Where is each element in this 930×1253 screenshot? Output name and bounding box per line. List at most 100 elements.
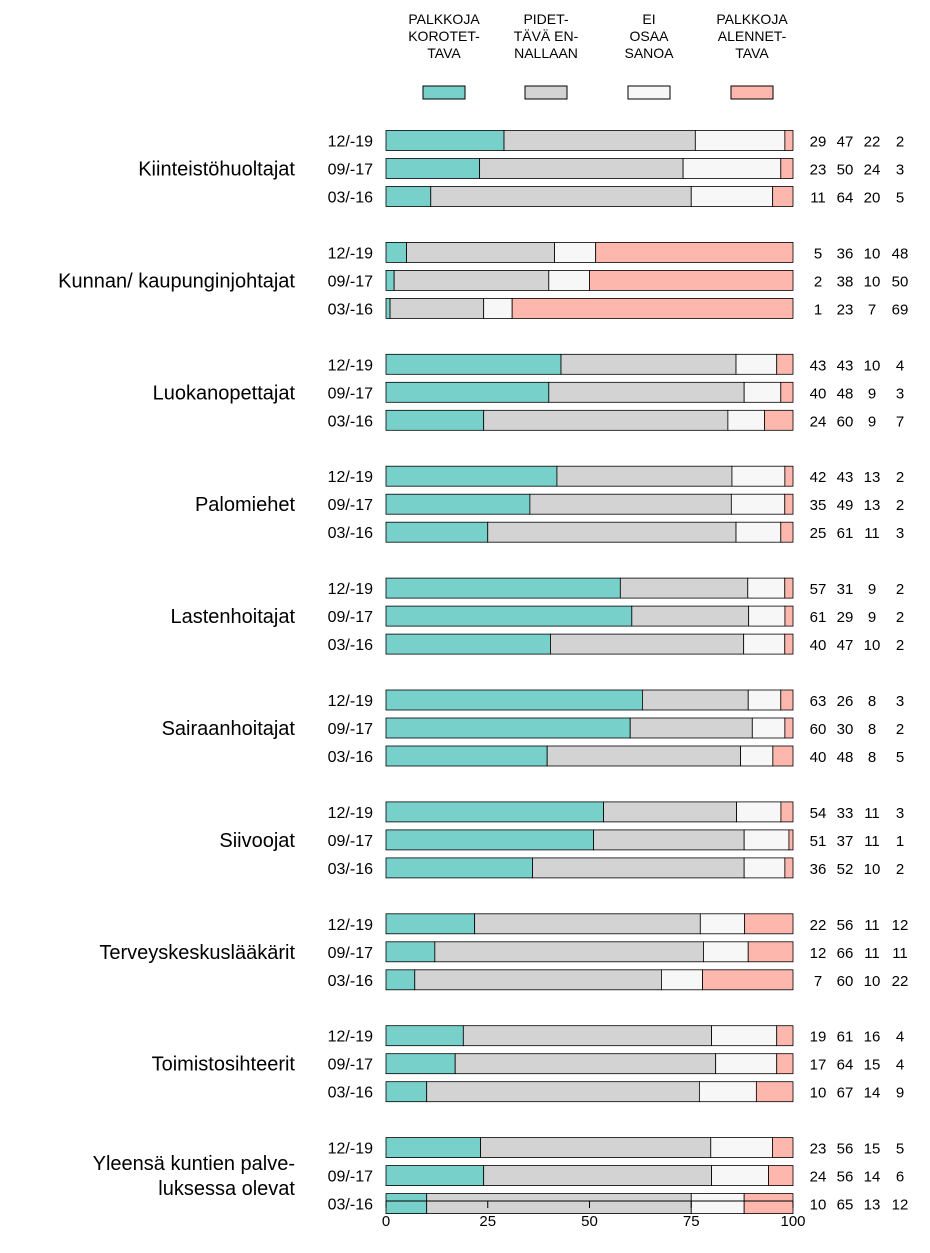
legend-label: TÄVÄ EN- <box>514 28 579 44</box>
x-tick-label: 50 <box>581 1213 598 1230</box>
value-label: 35 <box>810 497 827 514</box>
value-label: 10 <box>864 245 881 262</box>
bar-segment <box>747 577 786 599</box>
bar-segment <box>385 409 485 431</box>
legend-label: TAVA <box>735 45 769 61</box>
bar-segment <box>743 857 786 879</box>
value-label: 43 <box>810 357 827 374</box>
value-label: 1 <box>814 301 822 318</box>
value-label: 17 <box>810 1057 827 1074</box>
legend-label: PIDET- <box>523 11 568 27</box>
bar-segment <box>385 829 594 851</box>
bar-segment <box>710 1137 773 1158</box>
bar-segment <box>727 409 765 431</box>
value-label: 2 <box>814 273 822 290</box>
bar-segment <box>735 353 778 375</box>
value-label: 38 <box>837 273 854 290</box>
value-label: 33 <box>837 805 854 822</box>
value-label: 22 <box>864 134 881 151</box>
bar-segment <box>788 829 794 851</box>
x-tick-label: 25 <box>479 1213 496 1230</box>
bar-segment <box>385 465 558 487</box>
value-label: 24 <box>810 1169 827 1186</box>
value-label: 49 <box>837 497 854 514</box>
value-label: 2 <box>896 134 904 151</box>
value-label: 10 <box>864 861 881 878</box>
bar-segment <box>385 521 489 543</box>
value-label: 2 <box>896 861 904 878</box>
value-label: 13 <box>864 1197 881 1214</box>
bar-segment <box>682 158 782 179</box>
value-label: 40 <box>810 749 827 766</box>
bar-segment <box>556 465 733 487</box>
period-label: 09/-17 <box>328 1057 373 1074</box>
value-label: 11 <box>810 190 826 207</box>
x-tick-label: 0 <box>382 1213 390 1230</box>
bar-segment <box>751 717 786 739</box>
value-label: 42 <box>810 469 827 486</box>
value-label: 10 <box>864 357 881 374</box>
value-label: 9 <box>868 385 876 402</box>
value-label: 10 <box>864 273 881 290</box>
bar-segment <box>780 801 794 823</box>
bar-segment <box>784 857 794 879</box>
value-label: 9 <box>896 1085 904 1102</box>
bar-segment <box>776 353 794 375</box>
value-label: 24 <box>864 162 881 179</box>
bar-segment <box>735 521 782 543</box>
bar-segment <box>780 381 794 403</box>
bar-segment <box>385 353 562 375</box>
period-label: 03/-16 <box>328 973 373 990</box>
period-label: 03/-16 <box>328 861 373 878</box>
bar-segment <box>747 941 794 963</box>
bar-segment <box>474 913 701 935</box>
value-label: 19 <box>810 1029 827 1046</box>
value-label: 10 <box>810 1085 827 1102</box>
legend-label: OSAA <box>630 28 670 44</box>
value-label: 60 <box>837 973 854 990</box>
value-label: 48 <box>892 245 909 262</box>
value-label: 22 <box>892 973 909 990</box>
group-label: Toimistosihteerit <box>152 1054 296 1076</box>
bar-segment <box>554 241 597 263</box>
bar-segment <box>385 857 533 879</box>
bar-segment <box>731 465 786 487</box>
period-label: 09/-17 <box>328 833 373 850</box>
value-label: 60 <box>810 721 827 738</box>
value-label: 2 <box>896 721 904 738</box>
bar-segment <box>430 186 692 207</box>
value-label: 56 <box>837 1141 854 1158</box>
group-label: Palomiehet <box>195 494 296 516</box>
bar-segment <box>711 1165 769 1186</box>
bar-segment <box>385 577 621 599</box>
value-label: 2 <box>896 637 904 654</box>
bar-segment <box>715 1053 778 1075</box>
bar-segment <box>784 465 794 487</box>
value-label: 66 <box>837 945 854 962</box>
value-label: 56 <box>837 917 854 934</box>
value-label: 2 <box>896 581 904 598</box>
bar-segment <box>593 829 745 851</box>
value-label: 47 <box>837 637 854 654</box>
value-label: 11 <box>864 945 880 962</box>
value-label: 5 <box>896 190 904 207</box>
value-label: 36 <box>837 245 854 262</box>
value-label: 23 <box>810 1141 827 1158</box>
bar-segment <box>479 158 684 179</box>
group-label: Lastenhoitajat <box>170 606 295 628</box>
period-label: 09/-17 <box>328 945 373 962</box>
value-label: 47 <box>837 134 854 151</box>
value-label: 61 <box>837 525 854 542</box>
bar-segment <box>385 605 633 627</box>
value-label: 10 <box>864 637 881 654</box>
bar-segment <box>434 941 704 963</box>
bar-segment <box>385 717 631 739</box>
period-label: 12/-19 <box>328 245 373 262</box>
value-label: 10 <box>810 1197 827 1214</box>
bar-segment <box>747 689 782 711</box>
period-label: 09/-17 <box>328 497 373 514</box>
bar-segment <box>699 913 746 935</box>
bar-segment <box>784 633 794 655</box>
value-label: 11 <box>864 805 880 822</box>
value-label: 9 <box>868 413 876 430</box>
